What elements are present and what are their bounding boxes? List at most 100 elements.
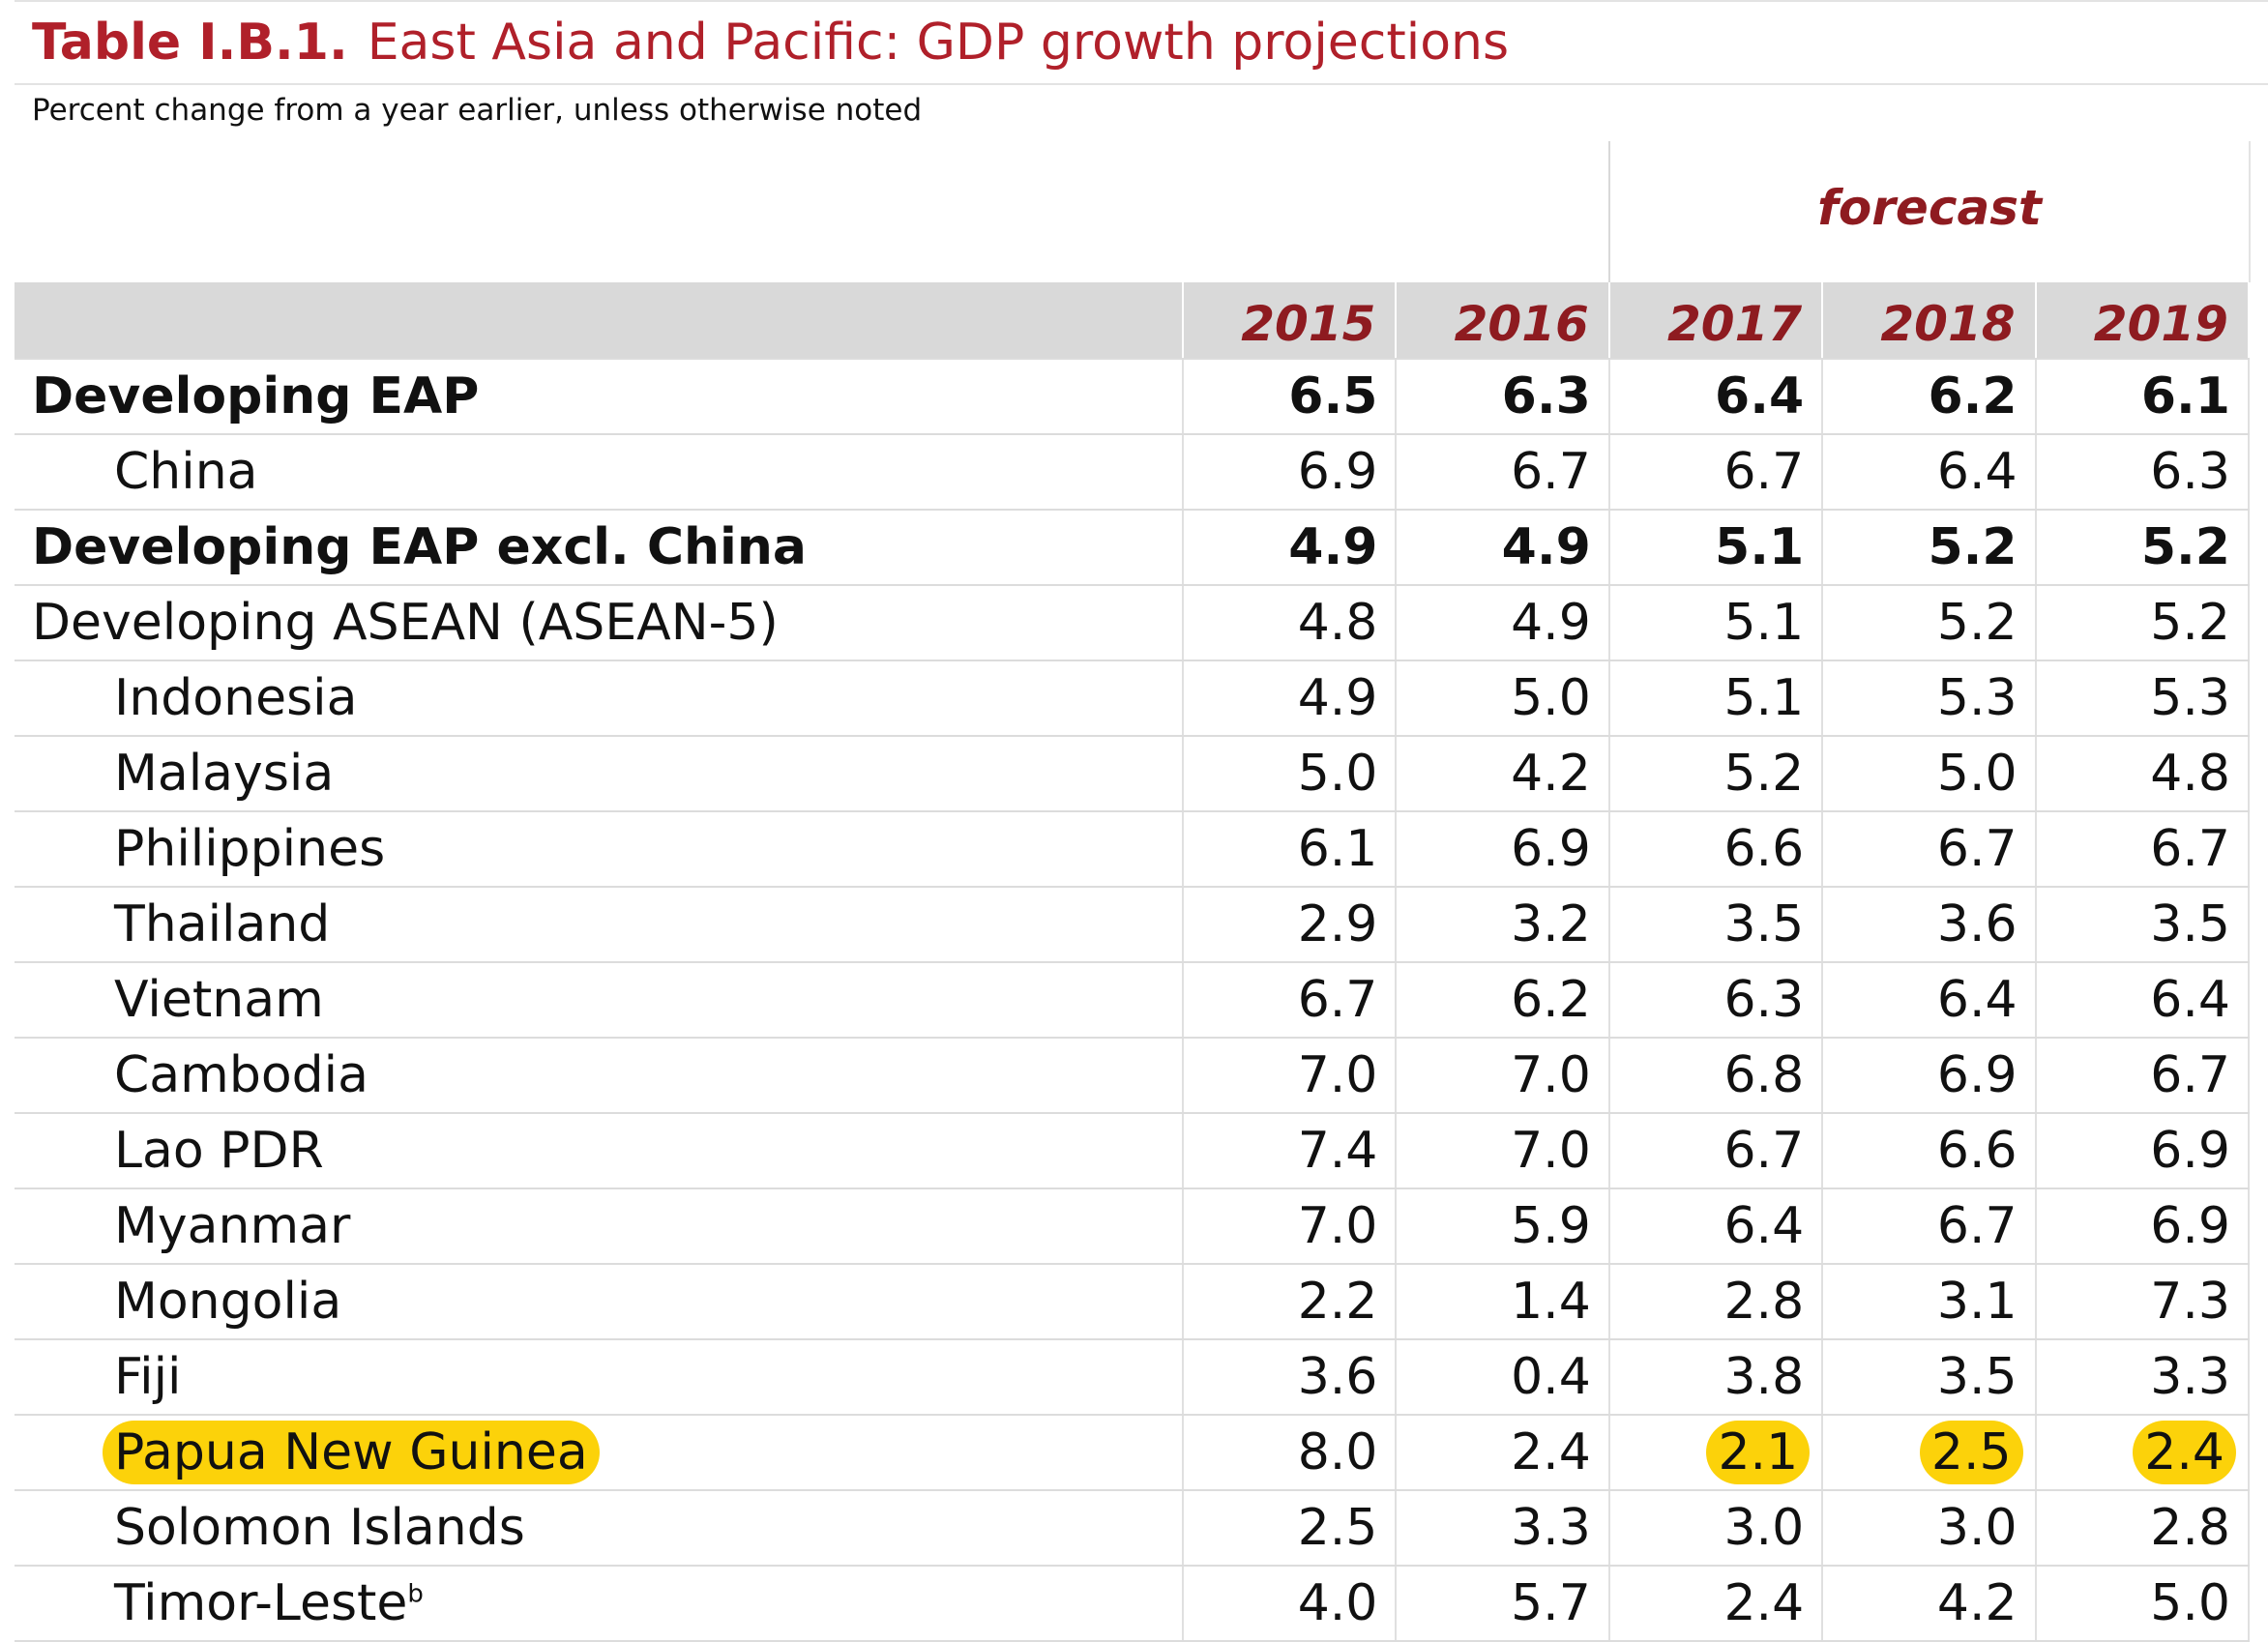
footnote-marker: b bbox=[407, 1579, 424, 1609]
cell-value: 6.7 bbox=[2035, 811, 2250, 888]
cell-value: 5.0 bbox=[1183, 736, 1398, 812]
table-row: Philippines 6.1 6.9 6.6 6.7 6.7 bbox=[15, 811, 2250, 888]
cell-value: 5.1 bbox=[1608, 585, 1824, 661]
cell-value: 2.5 bbox=[1183, 1490, 1398, 1567]
row-label: Cambodia bbox=[15, 1038, 1184, 1114]
table-row: Vietnam 6.7 6.2 6.3 6.4 6.4 bbox=[15, 962, 2250, 1039]
table-title-text: East Asia and Pacific: GDP growth projec… bbox=[367, 14, 1510, 72]
cell-value: 6.9 bbox=[1183, 434, 1398, 511]
row-label: Philippines bbox=[15, 811, 1184, 888]
cell-value: 3.6 bbox=[1822, 887, 2037, 963]
cell-value: 5.3 bbox=[1822, 660, 2037, 737]
cell-value: 3.5 bbox=[1822, 1339, 2037, 1416]
cell-value: 6.7 bbox=[1822, 1188, 2037, 1265]
cell-value: 4.8 bbox=[1183, 585, 1398, 661]
cell-value: 3.5 bbox=[1608, 887, 1824, 963]
cell-value: 4.2 bbox=[1822, 1566, 2037, 1642]
year-header: 2015 bbox=[1183, 282, 1398, 360]
table-row: Lao PDR 7.4 7.0 6.7 6.6 6.9 bbox=[15, 1113, 2250, 1189]
cell-value: 6.6 bbox=[1608, 811, 1824, 888]
cell-value: 3.6 bbox=[1183, 1339, 1398, 1416]
cell-value: 4.9 bbox=[1183, 510, 1398, 586]
table-row: Cambodia 7.0 7.0 6.8 6.9 6.7 bbox=[15, 1038, 2250, 1114]
row-label: Vietnam bbox=[15, 962, 1184, 1039]
cell-value: 6.7 bbox=[1608, 1113, 1824, 1189]
header-blank bbox=[15, 282, 1184, 360]
cell-value: 6.7 bbox=[2035, 1038, 2250, 1114]
row-label: Developing EAP bbox=[15, 359, 1184, 435]
highlighted-value: 2.5 bbox=[1919, 1421, 2023, 1484]
forecast-divider bbox=[1608, 141, 1610, 282]
cell-value: 3.0 bbox=[1608, 1490, 1824, 1567]
row-label: Mongolia bbox=[15, 1264, 1184, 1340]
cell-value: 6.6 bbox=[1822, 1113, 2037, 1189]
forecast-label: forecast bbox=[1817, 180, 2042, 236]
header-row: 2015 2016 2017 2018 2019 bbox=[15, 282, 2250, 360]
cell-value: 6.7 bbox=[1608, 434, 1824, 511]
cell-value: 5.9 bbox=[1396, 1188, 1610, 1265]
cell-value: 6.9 bbox=[2035, 1113, 2250, 1189]
row-label: Malaysia bbox=[15, 736, 1184, 812]
cell-value: 8.0 bbox=[1183, 1415, 1398, 1491]
row-label: Timor-Lesteb bbox=[15, 1566, 1184, 1642]
cell-value: 6.7 bbox=[1822, 811, 2037, 888]
cell-value: 7.4 bbox=[1183, 1113, 1398, 1189]
row-label: Lao PDR bbox=[15, 1113, 1184, 1189]
cell-value: 6.2 bbox=[1396, 962, 1610, 1039]
cell-value: 6.9 bbox=[2035, 1188, 2250, 1265]
cell-value: 5.2 bbox=[2035, 585, 2250, 661]
cell-value: 2.8 bbox=[2035, 1490, 2250, 1567]
highlighted-value: 2.1 bbox=[1706, 1421, 1811, 1484]
row-label: Fiji bbox=[15, 1339, 1184, 1416]
cell-value: 2.4 bbox=[1396, 1415, 1610, 1491]
cell-value: 2.4 bbox=[2035, 1415, 2250, 1491]
highlighted-value: 2.4 bbox=[2133, 1421, 2236, 1484]
cell-value: 4.8 bbox=[2035, 736, 2250, 812]
row-label-text: Timor-Leste bbox=[114, 1574, 408, 1632]
cell-value: 7.0 bbox=[1183, 1038, 1398, 1114]
cell-value: 6.3 bbox=[1608, 962, 1824, 1039]
cell-value: 6.2 bbox=[1822, 359, 2037, 435]
cell-value: 2.1 bbox=[1608, 1415, 1824, 1491]
cell-value: 6.5 bbox=[1183, 359, 1398, 435]
cell-value: 6.7 bbox=[1396, 434, 1610, 511]
row-label: China bbox=[15, 434, 1184, 511]
cell-value: 5.2 bbox=[1608, 736, 1824, 812]
cell-value: 2.2 bbox=[1183, 1264, 1398, 1340]
cell-value: 6.8 bbox=[1608, 1038, 1824, 1114]
cell-value: 5.0 bbox=[1396, 660, 1610, 737]
table-row: Mongolia 2.2 1.4 2.8 3.1 7.3 bbox=[15, 1264, 2250, 1340]
cell-value: 5.1 bbox=[1608, 510, 1824, 586]
table-row: Solomon Islands 2.5 3.3 3.0 3.0 2.8 bbox=[15, 1490, 2250, 1567]
cell-value: 5.0 bbox=[2035, 1566, 2250, 1642]
cell-value: 6.3 bbox=[2035, 434, 2250, 511]
cell-value: 7.0 bbox=[1183, 1188, 1398, 1265]
right-border bbox=[2249, 141, 2251, 282]
cell-value: 3.8 bbox=[1608, 1339, 1824, 1416]
table-row: Fiji 3.6 0.4 3.8 3.5 3.3 bbox=[15, 1339, 2250, 1416]
cell-value: 3.1 bbox=[1822, 1264, 2037, 1340]
cell-value: 6.9 bbox=[1396, 811, 1610, 888]
cell-value: 6.4 bbox=[1822, 962, 2037, 1039]
highlighted-row-label: Papua New Guinea bbox=[103, 1421, 600, 1484]
table-row: Developing ASEAN (ASEAN-5) 4.8 4.9 5.1 5… bbox=[15, 585, 2250, 661]
year-header: 2016 bbox=[1396, 282, 1610, 360]
year-header: 2017 bbox=[1608, 282, 1824, 360]
cell-value: 7.0 bbox=[1396, 1113, 1610, 1189]
row-label: Developing ASEAN (ASEAN-5) bbox=[15, 585, 1184, 661]
cell-value: 3.2 bbox=[1396, 887, 1610, 963]
cell-value: 2.8 bbox=[1608, 1264, 1824, 1340]
cell-value: 2.5 bbox=[1822, 1415, 2037, 1491]
row-label: Developing EAP excl. China bbox=[15, 510, 1184, 586]
cell-value: 4.9 bbox=[1396, 510, 1610, 586]
row-label: Thailand bbox=[15, 887, 1184, 963]
table-row: China 6.9 6.7 6.7 6.4 6.3 bbox=[15, 434, 2250, 511]
table-row: Thailand 2.9 3.2 3.5 3.6 3.5 bbox=[15, 887, 2250, 963]
year-header: 2019 bbox=[2035, 282, 2250, 360]
cell-value: 6.3 bbox=[1396, 359, 1610, 435]
cell-value: 5.2 bbox=[1822, 585, 2037, 661]
cell-value: 6.4 bbox=[1608, 359, 1824, 435]
table-subtitle: Percent change from a year earlier, unle… bbox=[32, 93, 923, 128]
cell-value: 6.9 bbox=[1822, 1038, 2037, 1114]
cell-value: 4.2 bbox=[1396, 736, 1610, 812]
